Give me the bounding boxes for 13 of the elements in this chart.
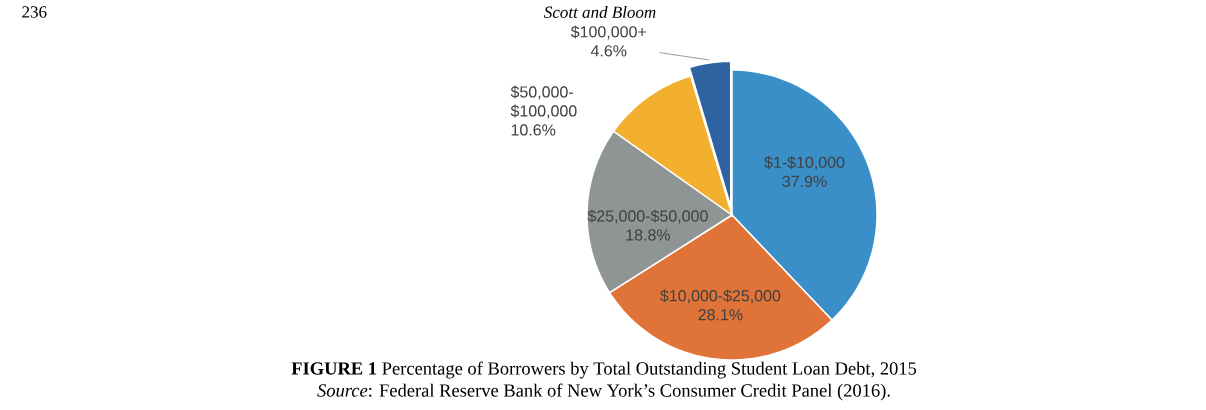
slice-label: $10,000-$25,000 — [660, 289, 781, 304]
data-label: 28.1% — [698, 309, 743, 321]
data-label: 18.8% — [626, 229, 671, 241]
slice-label: $1-$10,000 — [764, 156, 845, 170]
slice-label: $100,000+ — [570, 25, 646, 40]
text: Scott and Bloom — [544, 6, 656, 18]
data-label: 37.9% — [782, 175, 827, 187]
data-label: 10.6% — [511, 124, 556, 136]
data-label: 4.6% — [590, 45, 627, 57]
slice-label: $50,000-$100,000 — [510, 85, 577, 119]
text: Source: Federal Reserve Bank of New York’s Consumer Credit Panel (2016). — [317, 383, 890, 401]
text: FIGURE 1 Percentage of Borrowers by Total Outstanding Student Loan Debt, 2015 — [291, 361, 917, 379]
text: 236 — [22, 6, 47, 18]
